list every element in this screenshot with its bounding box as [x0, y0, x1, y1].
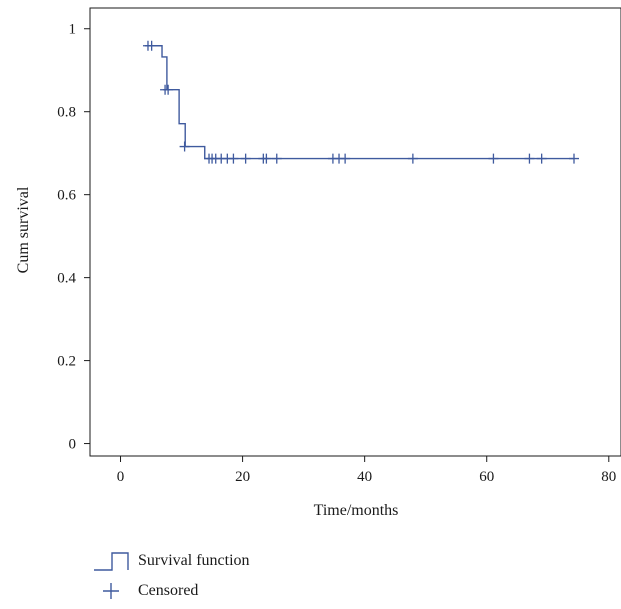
y-tick-label: 0.8 [57, 105, 76, 121]
y-axis-title: Cum survival [15, 186, 32, 273]
censored-marker [146, 40, 157, 51]
censored-marker [240, 153, 251, 164]
series-layer [144, 45, 575, 160]
y-tick-label: 0.2 [57, 354, 76, 370]
step-line-icon [94, 552, 129, 571]
legend-item-survival-function: Survival function [92, 546, 250, 576]
y-tick-label: 0 [69, 437, 77, 453]
y-tick-label: 0.4 [57, 271, 76, 287]
censored-marker [340, 153, 351, 164]
plot-frame [89, 7, 621, 457]
censored-marker [536, 153, 547, 164]
x-tick-label: 80 [601, 469, 616, 485]
y-tick-label: 0.6 [57, 188, 76, 204]
legend-label-censored: Censored [138, 582, 199, 599]
x-tick-label: 60 [479, 469, 494, 485]
x-tick-label: 40 [357, 469, 372, 485]
censored-marker [163, 84, 174, 95]
x-axis-ticks: 0 20 40 60 80 [117, 456, 616, 485]
survival-function-line [144, 45, 575, 160]
x-tick-label: 0 [117, 469, 125, 485]
censored-marker [228, 153, 239, 164]
legend-label-survival-function: Survival function [138, 552, 250, 569]
censored-marker [407, 153, 418, 164]
censored-markers [142, 40, 580, 164]
censored-marker [524, 153, 535, 164]
y-axis-ticks: 0 0.2 0.4 0.6 0.8 1 [57, 22, 90, 453]
legend: Survival function Censored [92, 546, 250, 606]
x-axis-title: Time/months [314, 502, 399, 519]
plus-marker-icon [103, 583, 119, 599]
censored-marker [179, 141, 190, 152]
censored-marker [261, 153, 272, 164]
censored-marker [271, 153, 282, 164]
censored-marker [488, 153, 499, 164]
y-tick-label: 1 [69, 22, 77, 38]
legend-item-censored: Censored [92, 576, 250, 606]
x-tick-label: 20 [235, 469, 250, 485]
censored-marker [569, 153, 580, 164]
